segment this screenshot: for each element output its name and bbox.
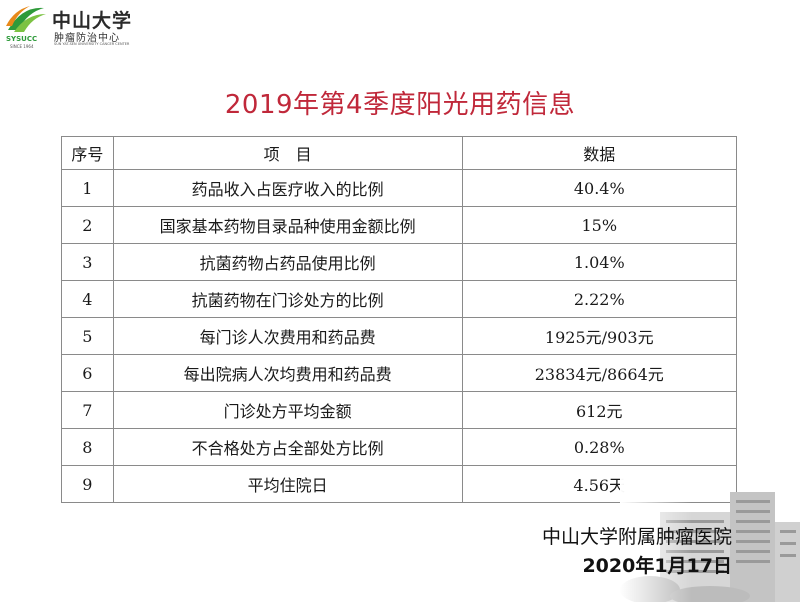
logo-abbr: SYSUCC bbox=[6, 35, 38, 43]
row-value: 2.22% bbox=[461, 280, 737, 318]
row-item: 抗菌药物在门诊处方的比例 bbox=[112, 280, 463, 318]
row-index: 5 bbox=[61, 317, 114, 355]
footer-date: 2020年1月17日 bbox=[582, 555, 732, 577]
row-item: 国家基本药物目录品种使用金额比例 bbox=[112, 206, 463, 244]
row-item: 不合格处方占全部处方比例 bbox=[112, 428, 463, 466]
table-row: 6 每出院病人次均费用和药品费 23834元/8664元 bbox=[61, 354, 737, 392]
row-index: 4 bbox=[61, 280, 114, 318]
row-value: 0.28% bbox=[461, 428, 737, 466]
row-item: 每出院病人次均费用和药品费 bbox=[112, 354, 463, 392]
row-index: 8 bbox=[61, 428, 114, 466]
row-index: 6 bbox=[61, 354, 114, 392]
table-header-row: 序号 项 目 数据 bbox=[61, 136, 737, 170]
logo-subtitle: 肿瘤防治中心 bbox=[54, 33, 120, 44]
row-item: 门诊处方平均金额 bbox=[112, 391, 463, 429]
info-table: 序号 项 目 数据 1 药品收入占医疗收入的比例 40.4% 2 国家基本药物目… bbox=[61, 136, 737, 503]
row-item: 每门诊人次费用和药品费 bbox=[112, 317, 463, 355]
logo-english: SUN YAT-SEN UNIVERSITY CANCER CENTER bbox=[54, 42, 130, 46]
table-row: 1 药品收入占医疗收入的比例 40.4% bbox=[61, 169, 737, 207]
table-row: 2 国家基本药物目录品种使用金额比例 15% bbox=[61, 206, 737, 244]
row-item: 平均住院日 bbox=[112, 465, 463, 503]
table-row: 8 不合格处方占全部处方比例 0.28% bbox=[61, 428, 737, 466]
table-row: 7 门诊处方平均金额 612元 bbox=[61, 391, 737, 429]
page-title: 2019年第4季度阳光用药信息 bbox=[224, 90, 576, 120]
logo-since: SINCE 1964 bbox=[10, 44, 34, 49]
row-item: 药品收入占医疗收入的比例 bbox=[112, 169, 463, 207]
logo-emblem-icon bbox=[6, 6, 46, 32]
row-value: 1925元/903元 bbox=[461, 317, 737, 355]
header-index: 序号 bbox=[61, 136, 114, 170]
row-index: 1 bbox=[61, 169, 114, 207]
logo-name: 中山大学 bbox=[52, 10, 133, 32]
row-index: 9 bbox=[61, 465, 114, 503]
row-value: 612元 bbox=[461, 391, 737, 429]
footer: 中山大学附属肿瘤医院 2020年1月17日 bbox=[542, 522, 732, 578]
row-index: 7 bbox=[61, 391, 114, 429]
header-item: 项 目 bbox=[112, 136, 463, 170]
table-row: 5 每门诊人次费用和药品费 1925元/903元 bbox=[61, 317, 737, 355]
hospital-building-image bbox=[620, 472, 800, 606]
header-value: 数据 bbox=[461, 136, 737, 170]
table-row: 3 抗菌药物占药品使用比例 1.04% bbox=[61, 243, 737, 281]
logo: SYSUCC SINCE 1964 中山大学 肿瘤防治中心 SUN YAT-SE… bbox=[4, 4, 134, 50]
row-item: 抗菌药物占药品使用比例 bbox=[112, 243, 463, 281]
row-value: 1.04% bbox=[461, 243, 737, 281]
row-value: 40.4% bbox=[461, 169, 737, 207]
row-index: 3 bbox=[61, 243, 114, 281]
row-value: 23834元/8664元 bbox=[461, 354, 737, 392]
footer-organization: 中山大学附属肿瘤医院 bbox=[541, 526, 732, 548]
row-index: 2 bbox=[61, 206, 114, 244]
row-value: 15% bbox=[461, 206, 737, 244]
table-row: 4 抗菌药物在门诊处方的比例 2.22% bbox=[61, 280, 737, 318]
